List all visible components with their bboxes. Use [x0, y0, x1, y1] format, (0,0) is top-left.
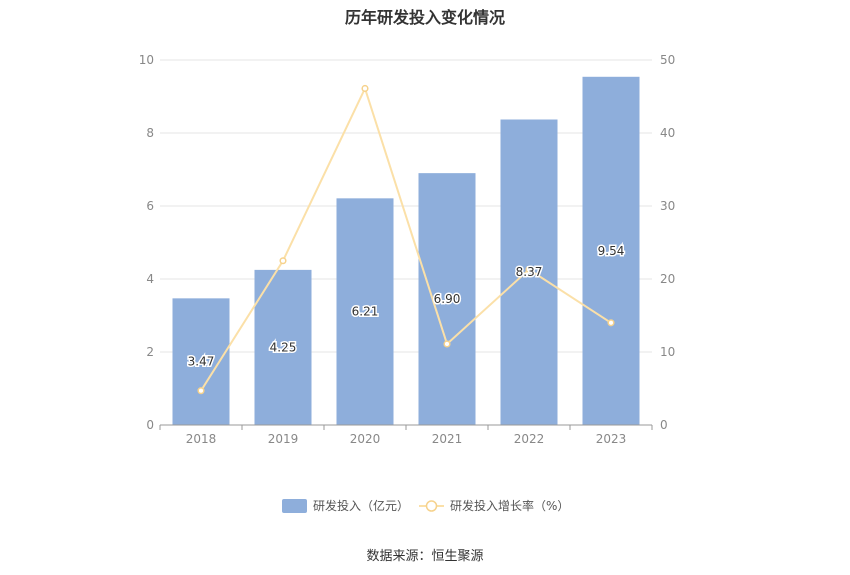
- source-note: 数据来源：恒生聚源: [366, 549, 484, 564]
- x-tick-label: 2021: [432, 432, 463, 446]
- legend-line-marker: [425, 500, 438, 512]
- bar-data-label: 4.25: [270, 340, 297, 354]
- y-right-tick-label: 0: [660, 418, 668, 432]
- line-point: [525, 265, 533, 274]
- y-right-tick-label: 30: [660, 199, 675, 213]
- y-right-tick-label: 40: [660, 126, 675, 140]
- x-tick-label: 2023: [596, 432, 627, 446]
- bar: [418, 173, 476, 425]
- growth-line: [200, 85, 612, 392]
- y-right-tick-label: 10: [660, 345, 675, 359]
- bar: [582, 76, 640, 425]
- y-left-tick-label: 4: [146, 272, 154, 286]
- y-left-tick-label: 10: [139, 53, 154, 67]
- y-left-tick-label: 6: [146, 199, 154, 213]
- bar-series: [172, 76, 640, 426]
- y-left-tick-label: 2: [146, 345, 154, 359]
- line-point: [279, 257, 287, 265]
- bar-data-label: 3.47: [188, 355, 215, 369]
- y-right-tick-label: 50: [660, 53, 675, 67]
- x-tick-label: 2019: [268, 432, 299, 446]
- x-tick-label: 2020: [350, 432, 381, 446]
- line-point: [443, 340, 451, 348]
- y-left-tick-label: 0: [146, 418, 154, 432]
- y-right-tick-label: 20: [660, 272, 675, 286]
- bar-data-label: 9.54: [598, 244, 625, 258]
- chart-title: 历年研发投入变化情况: [344, 8, 505, 27]
- x-tick-label: 2022: [514, 432, 545, 446]
- line-point: [607, 319, 615, 327]
- y-left-tick-label: 8: [146, 126, 154, 140]
- legend: 研发投入（亿元） 研发投入增长率（%）: [282, 498, 569, 513]
- bar: [254, 269, 312, 425]
- bar-data-label: 6.21: [352, 305, 379, 319]
- x-tick-label: 2018: [186, 432, 217, 446]
- grid-lines: [160, 59, 652, 353]
- line-series: [197, 84, 615, 395]
- axes: 0 2 4 6 8 10 0 10 20 30 40 50 2018 2019 2020 2021 2022 20…: [139, 53, 676, 446]
- bar-data-label: 8.37: [516, 265, 543, 279]
- line-point: [197, 387, 205, 395]
- bar-data-label: 6.90: [434, 292, 461, 306]
- data-labels: 3.47 4.25 6.21 6.90 8.37 9.54: [186, 242, 626, 370]
- line-point: [361, 84, 369, 93]
- legend-bar-label: 研发投入（亿元）: [313, 498, 409, 513]
- legend-line-label: 研发投入增长率（%）: [450, 498, 569, 513]
- bar: [336, 198, 394, 425]
- legend-bar-swatch: [282, 499, 307, 513]
